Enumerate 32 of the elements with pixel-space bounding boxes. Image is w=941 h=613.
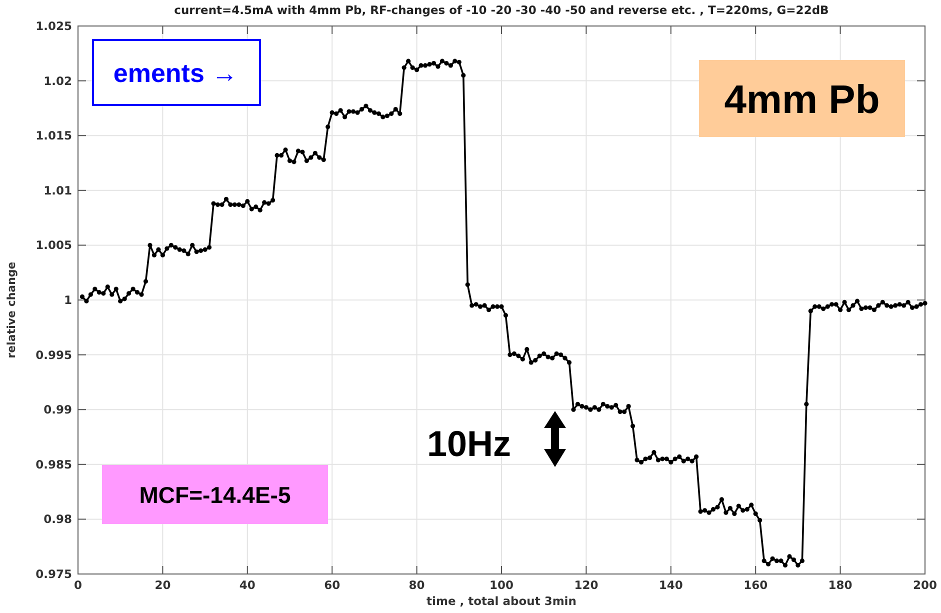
y-axis-title: relative change [5,262,18,358]
x-tick-label: 20 [154,578,171,592]
x-tick-label: 40 [239,578,256,592]
x-tick-label: 60 [324,578,340,592]
x-tick-label: 100 [489,578,514,592]
y-tick-label: 1.005 [36,238,72,252]
annotation: 4mm Pb [724,78,880,122]
x-tick-label: 200 [912,578,938,592]
x-tick-label: 80 [408,578,425,592]
x-tick-label: 160 [744,578,768,592]
y-tick-label: 1.02 [44,74,72,88]
y-tick-label: 0.975 [36,567,72,581]
x-axis-title: time , total about 3min [426,594,576,608]
annotation: MCF=-14.4E-5 [139,482,291,508]
annotation: ements → [113,58,238,88]
y-tick-label: 0.98 [44,512,72,526]
y-tick-label: 0.985 [36,457,72,472]
y-tick-label: 0.995 [36,348,72,362]
y-tick-label: 1.01 [44,183,72,198]
y-tick-label: 0.99 [44,402,72,417]
chart-title: current=4.5mA with 4mm Pb, RF-changes of -10 -20 -30 -40 -50 and reverse etc. , T=220ms, G=22dB [174,3,829,17]
x-tick-label: 180 [828,578,852,592]
y-tick-label: 1.015 [36,128,72,143]
x-tick-label: 0 [74,578,82,592]
annotation: 10Hz [427,423,512,464]
y-tick-label: 1.025 [36,19,72,33]
label-box: MCF=-14.4E-5 [102,465,328,524]
x-tick-label: 140 [658,578,683,592]
label-box: ements → [92,39,261,106]
y-tick-label: 1 [64,293,72,307]
label-box: 4mm Pb [699,60,905,137]
x-tick-label: 120 [574,578,598,592]
